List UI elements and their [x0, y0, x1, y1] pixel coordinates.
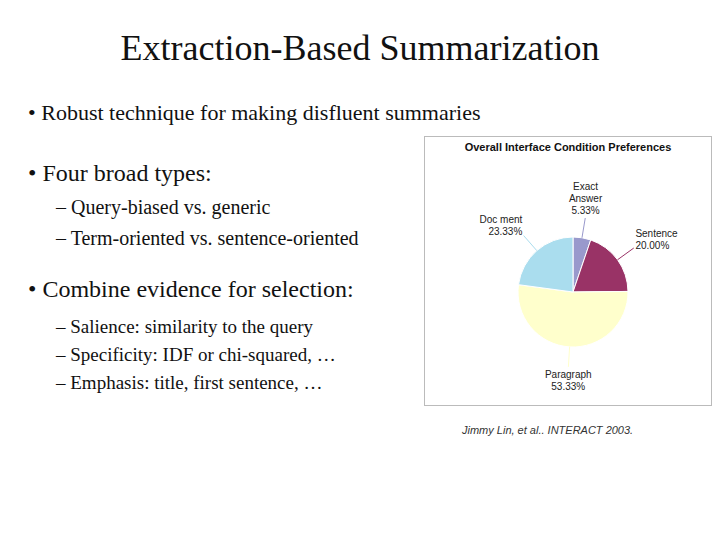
html-text:• Combine evidence for selecti: • Combine evidence for selection:	[28, 276, 354, 302]
html-text:• Robust technique for making: • Robust technique for making disfluent …	[28, 100, 481, 125]
html-text:Jimmy Lin, et al.. INTERACT 20: Jimmy Lin, et al.. INTERACT 2003.	[462, 424, 634, 436]
svg-text:Paragraph53.33%: Paragraph53.33%	[545, 369, 592, 392]
html-text:• Four broad types:: • Four broad types:	[28, 160, 212, 186]
svg-text:Doc ment23.33%: Doc ment23.33%	[480, 214, 523, 237]
html-text:Overall Interface Condition Pr: Overall Interface Condition Preferences	[464, 141, 672, 153]
html-text:– Emphasis: title, first sente: – Emphasis: title, first sentence, …	[56, 372, 323, 393]
svg-text:ExactAnswer5.33%: ExactAnswer5.33%	[569, 181, 603, 216]
html-text:– Specificity: IDF or chi-squa: – Specificity: IDF or chi-squared, …	[56, 344, 336, 365]
html-text:– Term-oriented vs. sentence-o: – Term-oriented vs. sentence-oriented	[56, 227, 359, 249]
html-text:Extraction-Based Summarization: Extraction-Based Summarization	[120, 28, 600, 68]
svg-text:Sentence20.00%: Sentence20.00%	[635, 228, 678, 251]
html-text:– Salience: similarity to the: – Salience: similarity to the query	[56, 316, 313, 337]
html-text:– Query-biased vs. generic: – Query-biased vs. generic	[56, 196, 271, 218]
